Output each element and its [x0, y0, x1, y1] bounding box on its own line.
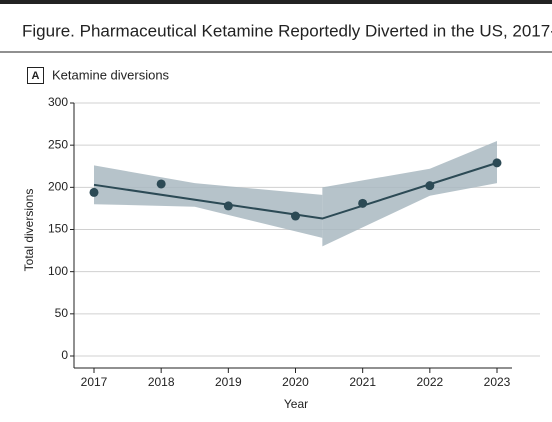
x-tick-label: 2021 [349, 375, 376, 389]
y-tick-label: 250 [48, 137, 68, 151]
panel-label: A [32, 70, 40, 82]
x-axis-label: Year [284, 397, 308, 411]
data-point [358, 198, 368, 208]
data-point [291, 211, 300, 221]
y-tick-label: 100 [48, 264, 68, 278]
chart-title: Figure. Pharmaceutical Ketamine Reported… [22, 21, 552, 40]
data-point [223, 201, 233, 211]
x-tick-label: 2020 [282, 375, 309, 389]
panel-subtitle: Ketamine diversions [52, 67, 170, 82]
confidence-band [322, 140, 497, 247]
data-point [156, 179, 166, 189]
y-tick-label: 300 [48, 95, 68, 109]
x-tick-label: 2022 [416, 375, 443, 389]
x-tick-label: 2017 [81, 375, 108, 389]
data-point [89, 187, 99, 197]
y-tick-label: 200 [48, 180, 68, 194]
y-tick-label: 0 [61, 348, 68, 362]
y-tick-label: 150 [48, 222, 68, 236]
trend-line [93, 161, 498, 220]
x-tick-label: 2019 [215, 375, 242, 389]
data-point [425, 181, 435, 191]
x-tick-label: 2018 [148, 375, 175, 389]
top-rule [0, 0, 552, 4]
y-axis-label: Total diversions [22, 189, 36, 272]
data-point [492, 158, 502, 168]
x-tick-label: 2023 [484, 375, 511, 389]
panel-box [27, 67, 44, 84]
y-tick-label: 50 [55, 306, 69, 320]
